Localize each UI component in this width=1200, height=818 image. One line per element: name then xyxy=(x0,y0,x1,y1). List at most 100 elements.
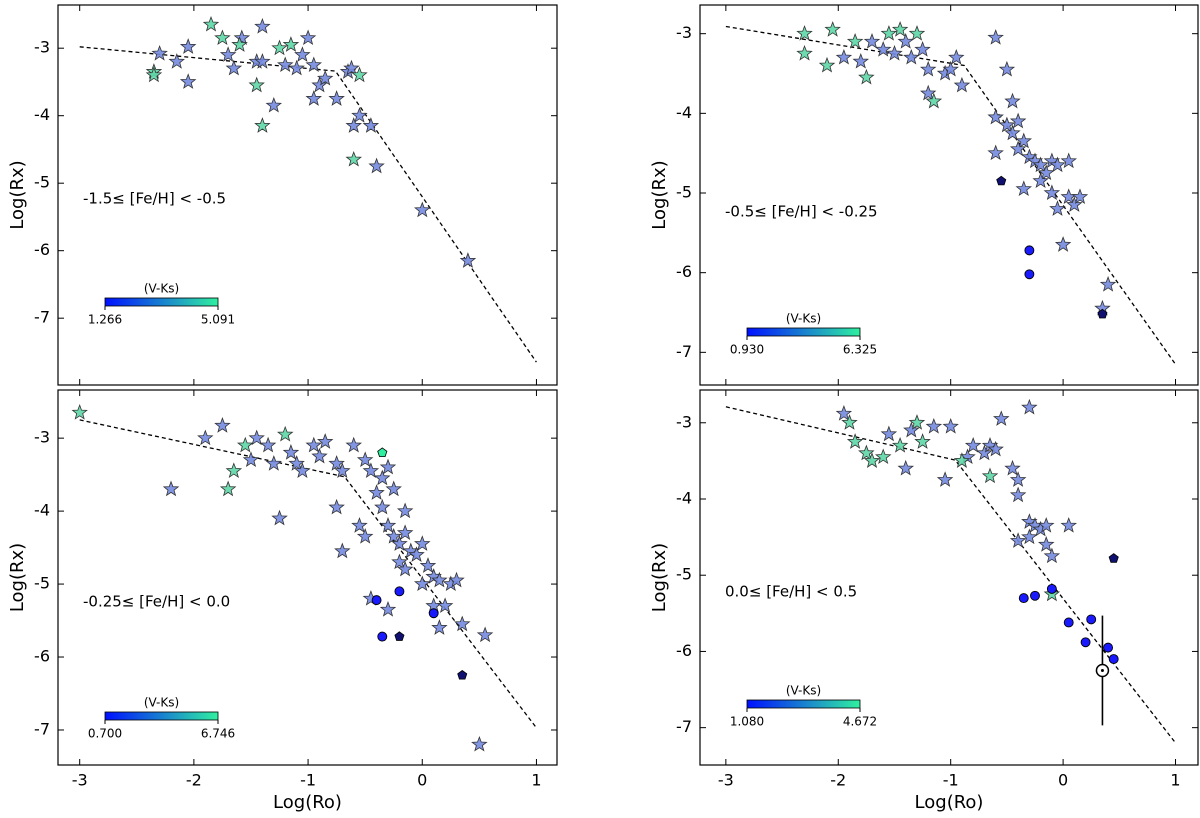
plot-frame xyxy=(699,389,1199,766)
star-point xyxy=(168,53,185,69)
star-point xyxy=(976,444,993,461)
circle-point xyxy=(428,608,439,619)
star-point xyxy=(242,451,260,468)
star-point xyxy=(942,417,959,434)
star-point xyxy=(231,36,248,52)
plot-frame xyxy=(57,4,558,386)
y-tick-label: -4 xyxy=(676,488,692,507)
star-point xyxy=(379,600,397,617)
star-point xyxy=(225,462,243,479)
star-point xyxy=(265,455,282,471)
star-point xyxy=(796,25,813,41)
y-tick-label: -3 xyxy=(34,38,50,57)
circle-point xyxy=(1103,642,1114,653)
star-point xyxy=(225,59,243,76)
star-point xyxy=(835,48,853,65)
star-point xyxy=(891,436,909,453)
star-point xyxy=(219,480,237,497)
x-tick-label: -2 xyxy=(830,771,846,790)
star-point xyxy=(796,44,813,61)
y-tick-label: -3 xyxy=(676,412,692,431)
star-point xyxy=(374,498,391,515)
star-point xyxy=(1043,547,1061,564)
star-point xyxy=(419,557,437,573)
pentagon-point xyxy=(457,670,468,680)
colorbar-label: (V-Ks) xyxy=(786,312,821,326)
star-point xyxy=(179,38,197,54)
star-point xyxy=(897,32,915,49)
star-point xyxy=(294,46,311,62)
star-point xyxy=(408,546,425,562)
star-point xyxy=(886,44,903,61)
star-point xyxy=(345,117,363,133)
star-point xyxy=(356,451,374,468)
star-point xyxy=(1009,140,1027,157)
star-point xyxy=(317,433,334,449)
circle-point xyxy=(1024,245,1035,256)
star-point xyxy=(362,117,380,133)
colorbar-tick-label: 4.672 xyxy=(843,715,877,729)
star-point xyxy=(282,36,300,52)
star-point xyxy=(294,462,311,479)
star-point xyxy=(1054,236,1072,252)
star-point xyxy=(1021,528,1038,545)
star-point xyxy=(891,21,909,37)
star-point xyxy=(413,575,431,592)
star-point xyxy=(248,429,265,446)
star-point xyxy=(351,517,368,533)
star-point xyxy=(368,484,385,500)
star-point xyxy=(903,48,920,65)
star-point xyxy=(987,29,1004,45)
star-point xyxy=(964,436,982,453)
y-tick-label: -6 xyxy=(34,240,50,259)
star-point xyxy=(179,73,197,89)
x-axis-label: Log(Ro) xyxy=(273,792,342,813)
star-point xyxy=(334,462,351,479)
star-point xyxy=(863,32,881,49)
star-point xyxy=(875,40,892,57)
star-point xyxy=(1032,172,1049,189)
y-tick-label: -5 xyxy=(34,574,50,593)
y-tick-label: -6 xyxy=(34,647,50,666)
star-point xyxy=(311,76,328,93)
annotation: -0.5≤ [Fe/H] < -0.25 xyxy=(725,203,878,221)
y-tick-label: -6 xyxy=(676,641,692,660)
x-tick-label: -3 xyxy=(72,771,88,790)
star-point xyxy=(920,60,937,77)
star-point xyxy=(197,429,214,446)
star-point xyxy=(858,68,875,85)
star-point xyxy=(476,626,494,643)
x-tick-label: -3 xyxy=(718,771,734,790)
y-tick-label: -7 xyxy=(34,308,50,327)
star-point xyxy=(202,15,220,32)
fit-line xyxy=(725,25,1177,365)
star-point xyxy=(305,90,322,106)
star-point xyxy=(948,48,965,65)
star-point xyxy=(162,480,180,497)
fit-line xyxy=(79,419,537,729)
star-point xyxy=(351,66,368,83)
star-point xyxy=(396,502,414,519)
star-point xyxy=(953,76,971,93)
colorbar-tick-label: 5.091 xyxy=(201,313,235,327)
star-point xyxy=(71,403,88,420)
star-point xyxy=(1060,152,1078,169)
star-point xyxy=(431,571,448,588)
star-point xyxy=(1009,112,1027,129)
colorbar-tick-label: 1.080 xyxy=(730,715,764,729)
circle-point xyxy=(1018,593,1029,604)
star-point xyxy=(219,46,237,62)
star-point xyxy=(846,32,864,49)
star-point xyxy=(254,117,271,133)
circle-point xyxy=(1046,583,1057,594)
star-point xyxy=(233,29,251,46)
star-point xyxy=(254,53,271,69)
star-point xyxy=(396,560,414,577)
y-axis-label: Log(Rx) xyxy=(649,160,670,229)
y-tick-label: -7 xyxy=(676,342,692,361)
star-point xyxy=(328,455,345,471)
x-axis-label: Log(Ro) xyxy=(915,792,984,813)
star-point xyxy=(1071,188,1089,205)
star-point xyxy=(852,52,870,69)
star-point xyxy=(351,107,368,123)
